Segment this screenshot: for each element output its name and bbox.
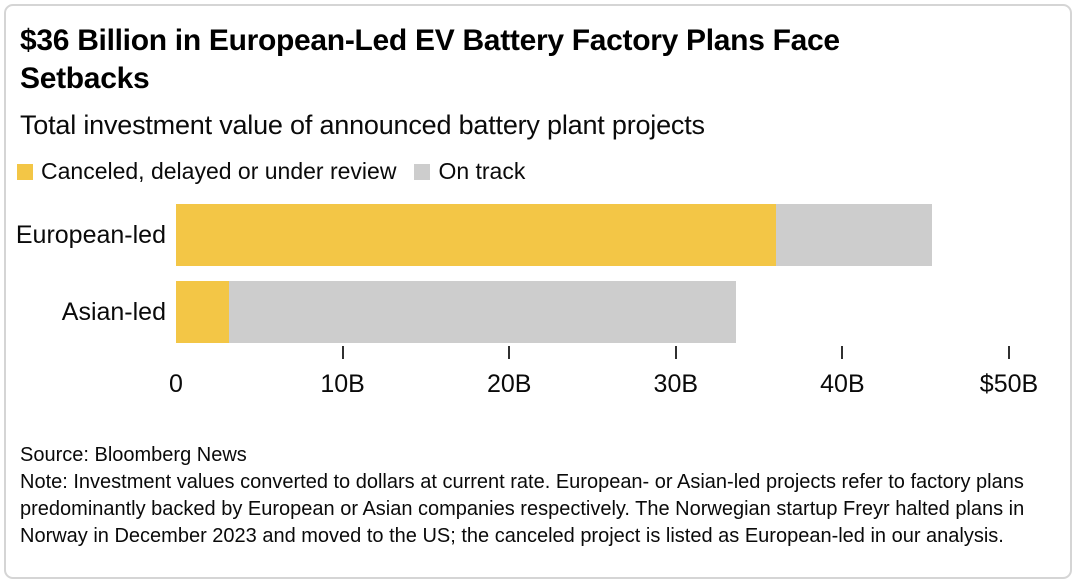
x-tick-label: $50B — [979, 370, 1039, 398]
legend-swatch-gray-icon — [414, 163, 431, 180]
x-tick-label: 10B — [320, 370, 365, 398]
chart-legend: Canceled, delayed or under review On tra… — [17, 158, 525, 185]
x-tick-label: 0 — [169, 370, 183, 398]
note-text: Note: Investment values converted to dol… — [20, 471, 1025, 547]
category-label-asian-led: Asian-led — [61, 298, 166, 326]
bar-segment-on-track — [229, 281, 736, 343]
legend-swatch-yellow-icon — [17, 163, 33, 180]
x-tick-label: 40B — [820, 370, 865, 398]
x-tick-label: 30B — [653, 370, 699, 398]
legend-label-on-track: On track — [438, 158, 526, 184]
category-label-european-led: European-led — [15, 221, 166, 249]
category-axis: European-led Asian-led — [0, 204, 166, 343]
legend-item-on-track: On track — [414, 158, 525, 185]
chart-title: $36 Billion in European-Led EV Battery F… — [20, 22, 1030, 98]
chart-title-line1: $36 Billion in European-Led EV Battery F… — [20, 24, 840, 57]
bar-segment-on-track — [775, 204, 933, 266]
x-tick-mark — [341, 346, 344, 359]
legend-label-canceled: Canceled, delayed or under review — [41, 158, 397, 184]
x-tick-mark — [508, 346, 511, 359]
x-tick-mark — [841, 346, 844, 359]
bar-segment-canceled — [176, 204, 776, 266]
legend-item-canceled: Canceled, delayed or under review — [17, 158, 396, 185]
x-tick-mark — [1008, 346, 1010, 359]
x-tick-label: 20B — [486, 370, 532, 398]
x-tick-mark — [674, 346, 677, 359]
chart-subtitle: Total investment value of announced batt… — [20, 110, 705, 140]
bar-row-asian-led — [176, 281, 1009, 343]
chart-title-line2: Setbacks — [20, 62, 150, 95]
chart-footer: Source: Bloomberg News Note: Investment … — [20, 442, 1072, 550]
source-line: Source: Bloomberg News — [20, 444, 247, 466]
bar-segment-canceled — [176, 281, 230, 343]
plot-area: 0 10B 20B 30B 40B $50B — [169, 204, 1038, 404]
bar-row-european-led — [176, 204, 1009, 266]
